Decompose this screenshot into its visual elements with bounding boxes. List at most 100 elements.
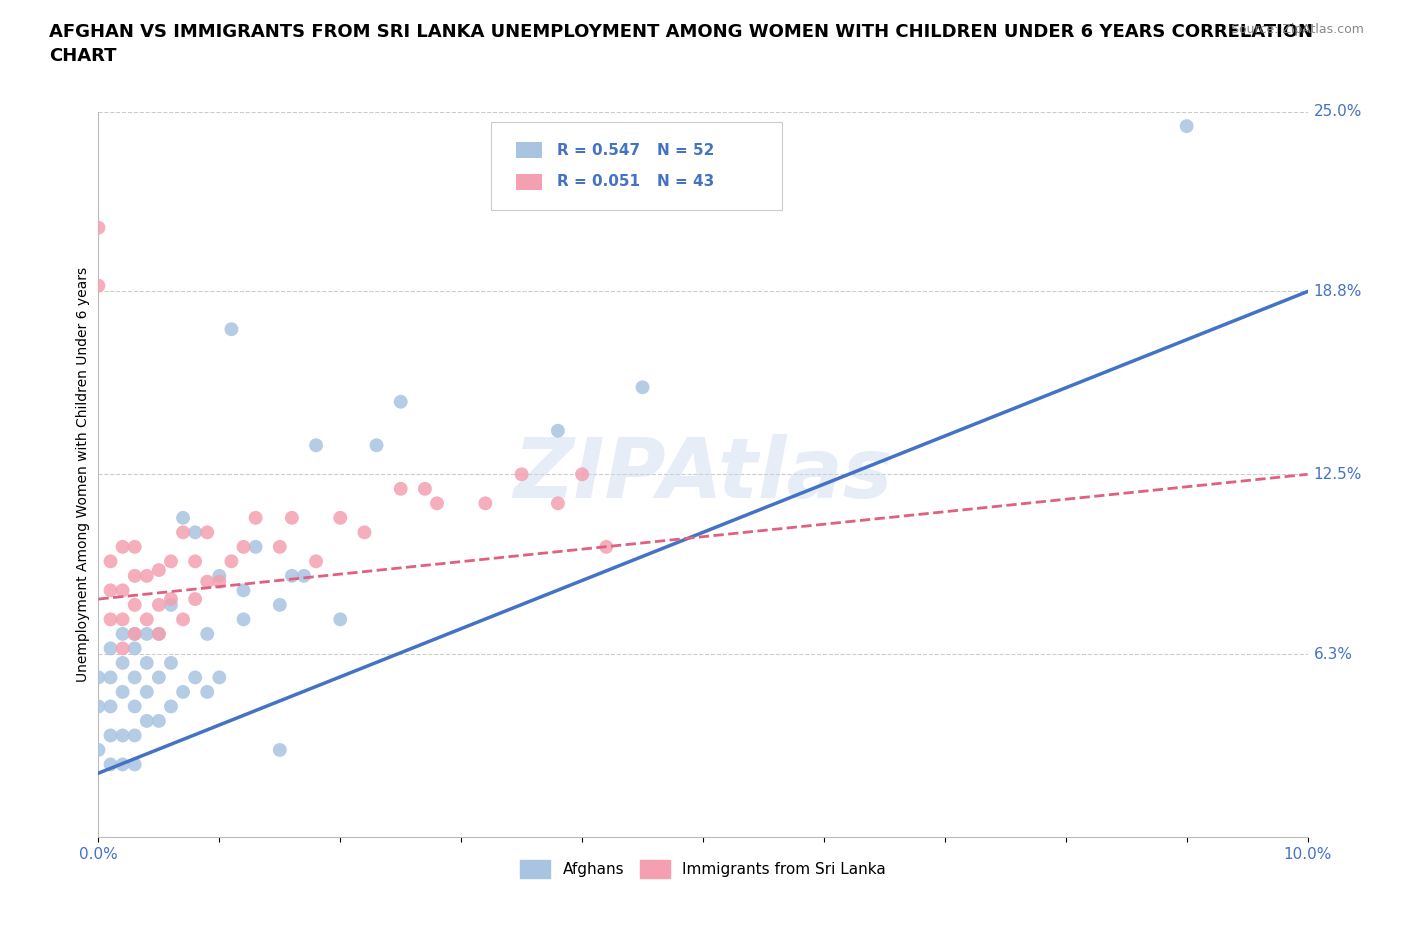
Text: N = 52: N = 52 bbox=[657, 142, 714, 157]
Point bbox=[160, 591, 183, 606]
Point bbox=[87, 278, 110, 293]
Text: AFGHAN VS IMMIGRANTS FROM SRI LANKA UNEMPLOYMENT AMONG WOMEN WITH CHILDREN UNDER: AFGHAN VS IMMIGRANTS FROM SRI LANKA UNEM… bbox=[49, 23, 1313, 65]
Point bbox=[172, 525, 194, 539]
Point bbox=[329, 511, 352, 525]
Point bbox=[135, 656, 157, 671]
Point bbox=[232, 583, 254, 598]
Point bbox=[329, 612, 352, 627]
Point bbox=[111, 656, 134, 671]
Point bbox=[292, 568, 315, 583]
Point bbox=[426, 496, 449, 511]
Text: ZIPAtlas: ZIPAtlas bbox=[513, 433, 893, 515]
Text: R = 0.547: R = 0.547 bbox=[557, 142, 640, 157]
Point bbox=[160, 554, 183, 569]
FancyBboxPatch shape bbox=[516, 142, 543, 158]
Point bbox=[245, 539, 267, 554]
Point bbox=[195, 525, 218, 539]
Point bbox=[135, 568, 157, 583]
Point bbox=[111, 627, 134, 642]
Point bbox=[87, 670, 110, 684]
Point bbox=[269, 597, 291, 612]
Point bbox=[87, 699, 110, 714]
Point bbox=[124, 627, 146, 642]
Point bbox=[510, 467, 533, 482]
Text: N = 43: N = 43 bbox=[657, 175, 714, 190]
Point bbox=[232, 539, 254, 554]
Point bbox=[87, 220, 110, 235]
Point bbox=[124, 699, 146, 714]
Point bbox=[100, 641, 122, 656]
Point bbox=[100, 728, 122, 743]
Point bbox=[208, 574, 231, 589]
Point bbox=[389, 394, 412, 409]
Text: R = 0.051: R = 0.051 bbox=[557, 175, 640, 190]
Point bbox=[281, 568, 304, 583]
Point bbox=[1175, 119, 1198, 134]
Point bbox=[389, 482, 412, 497]
Point bbox=[135, 612, 157, 627]
Point bbox=[124, 641, 146, 656]
Point bbox=[124, 539, 146, 554]
Point bbox=[135, 627, 157, 642]
FancyBboxPatch shape bbox=[516, 174, 543, 190]
Point bbox=[172, 684, 194, 699]
Point bbox=[195, 684, 218, 699]
FancyBboxPatch shape bbox=[492, 123, 782, 209]
Point bbox=[631, 379, 654, 394]
Point bbox=[148, 713, 170, 728]
Point bbox=[124, 728, 146, 743]
Point bbox=[184, 670, 207, 684]
Point bbox=[100, 583, 122, 598]
Point bbox=[184, 554, 207, 569]
Point bbox=[124, 670, 146, 684]
Point bbox=[208, 568, 231, 583]
Y-axis label: Unemployment Among Women with Children Under 6 years: Unemployment Among Women with Children U… bbox=[76, 267, 90, 682]
Text: 12.5%: 12.5% bbox=[1313, 467, 1362, 482]
Point bbox=[269, 742, 291, 757]
Point bbox=[135, 713, 157, 728]
Point bbox=[124, 627, 146, 642]
Point bbox=[195, 627, 218, 642]
Point bbox=[111, 684, 134, 699]
Point bbox=[172, 511, 194, 525]
Point bbox=[232, 612, 254, 627]
Point bbox=[571, 467, 593, 482]
Text: 18.8%: 18.8% bbox=[1313, 284, 1362, 299]
Point bbox=[100, 699, 122, 714]
Point bbox=[195, 574, 218, 589]
Point bbox=[474, 496, 496, 511]
Point bbox=[100, 612, 122, 627]
Point bbox=[245, 511, 267, 525]
Point bbox=[160, 699, 183, 714]
Point bbox=[413, 482, 436, 497]
Point bbox=[148, 627, 170, 642]
Point bbox=[281, 511, 304, 525]
Text: Source: ZipAtlas.com: Source: ZipAtlas.com bbox=[1230, 23, 1364, 36]
Point bbox=[100, 670, 122, 684]
Point bbox=[124, 757, 146, 772]
Point bbox=[221, 322, 243, 337]
Point bbox=[111, 612, 134, 627]
Point bbox=[595, 539, 617, 554]
Point bbox=[305, 554, 328, 569]
Point bbox=[269, 539, 291, 554]
Point bbox=[208, 670, 231, 684]
Point bbox=[148, 670, 170, 684]
Point bbox=[111, 728, 134, 743]
Point bbox=[148, 627, 170, 642]
Legend: Afghans, Immigrants from Sri Lanka: Afghans, Immigrants from Sri Lanka bbox=[513, 854, 893, 883]
Point bbox=[547, 496, 569, 511]
Point bbox=[111, 539, 134, 554]
Point bbox=[305, 438, 328, 453]
Point bbox=[148, 597, 170, 612]
Point bbox=[160, 597, 183, 612]
Point bbox=[366, 438, 388, 453]
Point bbox=[111, 641, 134, 656]
Point bbox=[111, 757, 134, 772]
Point bbox=[124, 568, 146, 583]
Text: 25.0%: 25.0% bbox=[1313, 104, 1362, 119]
Point bbox=[100, 757, 122, 772]
Point bbox=[184, 591, 207, 606]
Text: 6.3%: 6.3% bbox=[1313, 646, 1353, 662]
Point bbox=[100, 554, 122, 569]
